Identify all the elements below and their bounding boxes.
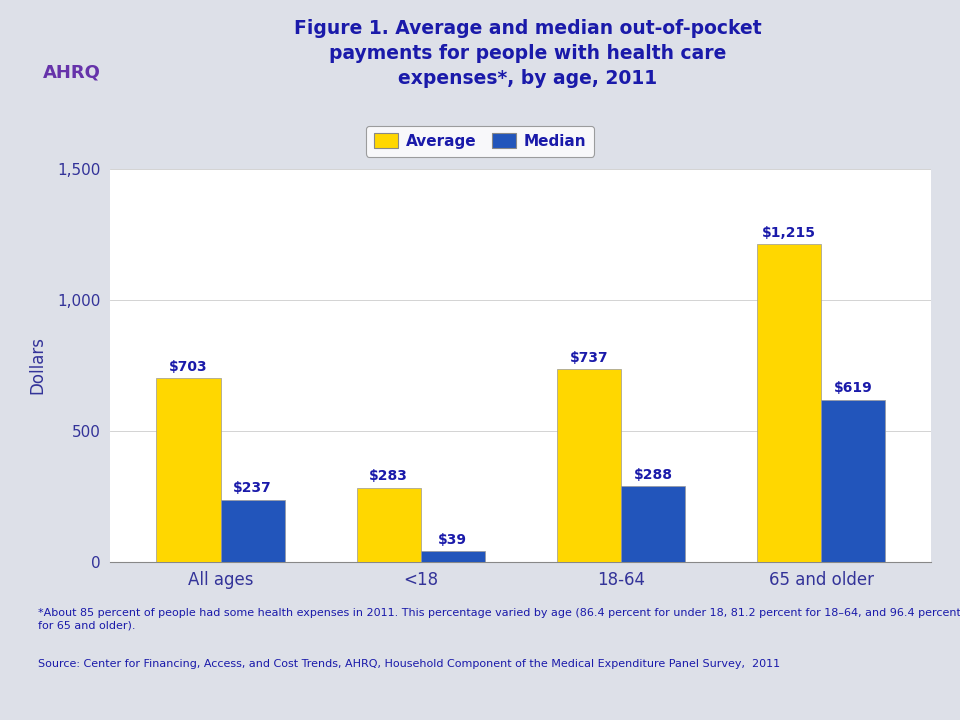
- Text: Source: Center for Financing, Access, and Cost Trends, AHRQ, Household Component: Source: Center for Financing, Access, an…: [38, 659, 780, 669]
- Text: $283: $283: [370, 469, 408, 483]
- Bar: [357, 487, 420, 562]
- Text: $237: $237: [233, 482, 272, 495]
- Text: Figure 1. Average and median out-of-pocket
payments for people with health care
: Figure 1. Average and median out-of-pock…: [294, 19, 762, 88]
- Bar: [821, 400, 885, 562]
- Legend: Average, Median: Average, Median: [366, 126, 594, 156]
- Bar: [420, 552, 485, 562]
- Text: *About 85 percent of people had some health expenses in 2011. This percentage va: *About 85 percent of people had some hea…: [38, 608, 960, 630]
- Bar: [156, 378, 221, 562]
- Text: AHRQ: AHRQ: [43, 63, 101, 81]
- Bar: [757, 244, 821, 562]
- Text: $288: $288: [634, 468, 672, 482]
- Text: $619: $619: [833, 382, 873, 395]
- Bar: [557, 369, 621, 562]
- Text: $1,215: $1,215: [762, 225, 816, 240]
- Text: $737: $737: [569, 351, 609, 364]
- Bar: [221, 500, 284, 562]
- Text: $703: $703: [169, 359, 207, 374]
- Y-axis label: Dollars: Dollars: [28, 336, 46, 395]
- Text: $39: $39: [438, 534, 468, 547]
- Bar: [621, 486, 685, 562]
